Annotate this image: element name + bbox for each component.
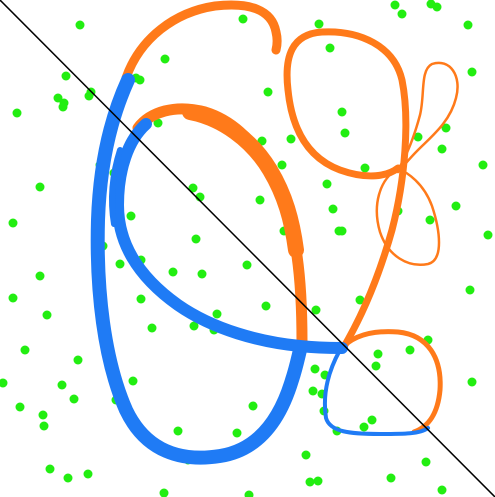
orange-inner-arc-thick xyxy=(182,104,304,258)
green-dot xyxy=(83,469,93,479)
green-dot xyxy=(386,473,396,483)
green-dot xyxy=(314,19,324,29)
green-dot xyxy=(340,128,350,138)
blue-curves xyxy=(90,73,430,465)
green-dot xyxy=(421,457,431,467)
green-dot xyxy=(53,93,63,103)
green-dot xyxy=(15,402,25,412)
green-dot xyxy=(8,293,18,303)
green-dot xyxy=(311,305,321,315)
green-dot xyxy=(337,226,347,236)
green-dot xyxy=(135,75,145,85)
green-dot xyxy=(467,377,477,387)
orange-top-arc xyxy=(121,0,282,83)
green-dot xyxy=(75,20,85,30)
blue-inner-arc-thin xyxy=(109,147,123,227)
green-dot xyxy=(359,422,369,432)
green-dot xyxy=(465,285,475,295)
green-dot xyxy=(405,345,415,355)
green-dot xyxy=(277,160,287,170)
green-dot xyxy=(238,14,248,24)
orange-small-loop-bottom xyxy=(375,166,441,266)
green-dot xyxy=(61,71,71,81)
green-dot xyxy=(261,301,271,311)
green-dot xyxy=(168,267,178,277)
green-dot xyxy=(371,361,381,371)
green-dot xyxy=(305,477,315,487)
green-dot xyxy=(38,410,48,420)
green-dot xyxy=(242,260,252,270)
orange-curves xyxy=(121,0,459,435)
green-dot xyxy=(0,378,8,388)
green-dot xyxy=(232,428,242,438)
green-dot xyxy=(188,183,198,193)
green-dot xyxy=(212,309,222,319)
green-dot xyxy=(437,485,447,495)
green-dot xyxy=(147,323,157,333)
green-dot xyxy=(373,349,383,359)
green-dot xyxy=(451,201,461,211)
orange-right-loop xyxy=(283,28,410,354)
green-dot xyxy=(35,182,45,192)
green-dot xyxy=(42,310,52,320)
green-dot xyxy=(337,107,347,117)
green-dot xyxy=(57,380,67,390)
green-dot xyxy=(115,259,125,269)
green-dot xyxy=(432,2,442,12)
green-dot xyxy=(160,54,170,64)
green-dot xyxy=(467,67,477,77)
green-dot xyxy=(328,204,338,214)
green-dot xyxy=(84,91,94,101)
green-dot xyxy=(286,134,296,144)
green-dot xyxy=(483,230,493,240)
green-dot xyxy=(355,295,365,305)
green-dot xyxy=(390,0,400,10)
green-dot xyxy=(437,144,447,154)
orange-bottom-right-loop xyxy=(337,329,443,435)
green-dot xyxy=(313,476,323,486)
green-dot xyxy=(244,490,254,497)
green-dot xyxy=(397,9,407,19)
green-dot xyxy=(413,132,423,142)
green-dot xyxy=(136,294,146,304)
green-dot xyxy=(128,376,138,386)
green-dot xyxy=(63,473,73,483)
green-dot xyxy=(58,102,68,112)
green-dot xyxy=(191,234,201,244)
green-dot xyxy=(478,160,488,170)
green-dot xyxy=(263,87,273,97)
green-dot xyxy=(463,20,473,30)
green-dot xyxy=(73,355,83,365)
green-dot xyxy=(126,211,136,221)
green-dot xyxy=(159,488,169,497)
green-dot xyxy=(35,271,45,281)
blue-bottom-loop xyxy=(323,348,430,436)
green-dot xyxy=(45,464,55,474)
green-dot xyxy=(39,421,49,431)
green-dot xyxy=(322,179,332,189)
green-dot xyxy=(360,163,370,173)
green-dot xyxy=(325,43,335,53)
green-dot xyxy=(197,269,207,279)
green-dot xyxy=(310,364,320,374)
blue-outer-loop xyxy=(90,73,307,465)
green-dot xyxy=(248,401,258,411)
green-dot xyxy=(12,108,22,118)
green-dot xyxy=(308,386,318,396)
green-dot xyxy=(69,394,79,404)
green-dot xyxy=(367,415,377,425)
green-dot xyxy=(441,123,451,133)
blue-inner-arc xyxy=(112,118,348,354)
green-dot xyxy=(173,426,183,436)
green-dot xyxy=(255,195,265,205)
green-dot xyxy=(153,118,163,128)
orange-small-loop-top xyxy=(396,61,459,174)
green-dot xyxy=(301,450,311,460)
green-dot xyxy=(20,345,30,355)
green-dot xyxy=(189,321,199,331)
green-dot xyxy=(8,218,18,228)
green-dot xyxy=(425,215,435,225)
